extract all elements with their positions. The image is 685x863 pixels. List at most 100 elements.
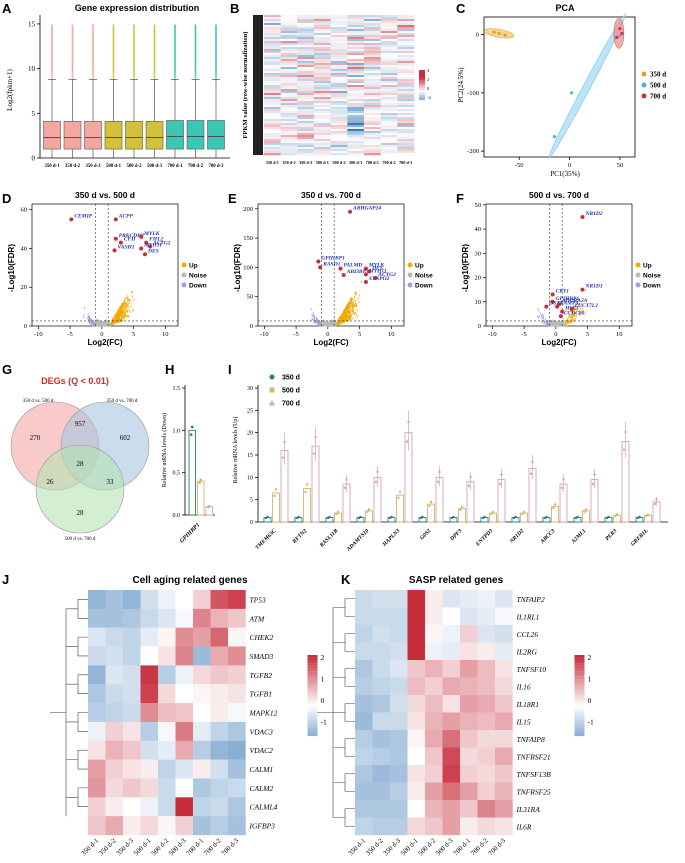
heat-cell bbox=[297, 91, 315, 94]
heat-cell bbox=[397, 65, 415, 68]
replicate-point bbox=[624, 430, 627, 434]
heat-cell bbox=[390, 782, 408, 801]
heat-cell bbox=[477, 747, 496, 766]
x-tick-label: 500 d-1 bbox=[106, 164, 122, 169]
heat-cell bbox=[380, 105, 398, 108]
heat-cell bbox=[264, 115, 281, 118]
heat-cell bbox=[280, 143, 298, 146]
replicate-point bbox=[491, 510, 495, 514]
pca-point bbox=[569, 91, 574, 95]
x-tick-label: 500 d-1 bbox=[400, 837, 420, 857]
heat-cell bbox=[297, 27, 315, 30]
heat-cell bbox=[347, 75, 365, 78]
heat-cell bbox=[88, 665, 106, 685]
heat-cell bbox=[364, 57, 381, 60]
heat-cell bbox=[397, 131, 415, 134]
heat-cell bbox=[364, 41, 381, 44]
heat-cell bbox=[460, 625, 478, 643]
heat-cell bbox=[280, 141, 298, 144]
x-tick-label: 500 d-2 bbox=[126, 164, 142, 169]
heat-cell bbox=[297, 33, 315, 36]
x-tick-label: 350 d-3 bbox=[299, 160, 312, 165]
heat-cell bbox=[158, 816, 176, 836]
heat-cell bbox=[390, 747, 408, 766]
heat-cell bbox=[477, 642, 496, 661]
heat-cell bbox=[397, 143, 415, 146]
heat-cell bbox=[425, 800, 443, 818]
legend-swatch bbox=[574, 730, 585, 734]
heat-cell bbox=[297, 97, 315, 100]
heat-cell bbox=[330, 85, 348, 88]
heat-cell bbox=[460, 607, 478, 626]
heat-cell bbox=[372, 590, 391, 608]
highlight-gene-point bbox=[363, 272, 368, 277]
heat-cell bbox=[330, 29, 348, 32]
legend-swatch bbox=[574, 733, 585, 737]
heat-cell bbox=[364, 137, 381, 140]
heat-cell bbox=[380, 73, 398, 76]
heat-cell bbox=[280, 35, 298, 38]
x-tick-label: 700 d-2 bbox=[188, 164, 204, 169]
heat-cell bbox=[314, 135, 331, 138]
heat-cell bbox=[264, 33, 281, 36]
heat-cell bbox=[397, 91, 415, 94]
gene-label: MYLK bbox=[143, 231, 160, 237]
heat-cell bbox=[280, 23, 298, 26]
heat-cell bbox=[314, 23, 331, 26]
heat-cell bbox=[397, 139, 415, 142]
legend-label: Down bbox=[415, 283, 433, 290]
heat-cell bbox=[123, 646, 141, 666]
legend-swatch bbox=[419, 87, 425, 91]
heat-cell bbox=[264, 137, 281, 140]
heat-cell bbox=[364, 35, 381, 38]
heat-cell bbox=[330, 57, 348, 60]
legend-swatch bbox=[307, 676, 318, 680]
gene-label: MYLK bbox=[368, 263, 385, 269]
heat-cell bbox=[175, 627, 194, 647]
box bbox=[43, 121, 61, 150]
heat-cell bbox=[280, 53, 298, 56]
heat-cell bbox=[407, 800, 426, 818]
heat-cell bbox=[297, 29, 315, 32]
heat-cell bbox=[397, 93, 415, 96]
x-tick-label: RFTN2 bbox=[291, 528, 309, 546]
highlight-gene-point bbox=[341, 273, 346, 278]
heat-cell bbox=[140, 684, 159, 704]
heat-cell bbox=[364, 21, 381, 24]
y-tick-label: 25 bbox=[247, 408, 253, 414]
heat-cell bbox=[330, 125, 348, 128]
heat-cell bbox=[372, 782, 391, 801]
heat-cell bbox=[280, 131, 298, 134]
heat-cell bbox=[495, 712, 513, 731]
heat-cell bbox=[364, 123, 381, 126]
heat-cell bbox=[397, 57, 415, 60]
heat-cell bbox=[425, 712, 443, 731]
heat-cell bbox=[380, 67, 398, 70]
row-label: TNFAIP8 bbox=[517, 735, 545, 744]
heat-cell bbox=[495, 590, 513, 608]
heat-cell bbox=[264, 87, 281, 90]
heat-cell bbox=[364, 149, 381, 152]
heat-cell bbox=[264, 55, 281, 58]
heat-cell bbox=[105, 797, 124, 817]
heat-cell bbox=[210, 646, 229, 666]
bar bbox=[427, 503, 435, 523]
bar bbox=[458, 508, 466, 523]
heat-cell bbox=[330, 49, 348, 52]
heat-cell bbox=[330, 31, 348, 34]
legend-label: 2 bbox=[427, 77, 429, 82]
legend-label: Noise bbox=[189, 273, 207, 280]
pca-point bbox=[497, 31, 501, 35]
heat-cell bbox=[297, 123, 315, 126]
legend-label: Up bbox=[189, 263, 198, 270]
heat-cell bbox=[314, 95, 331, 98]
legend-label: 0 bbox=[321, 696, 325, 705]
heat-cell bbox=[495, 730, 513, 748]
heat-cell bbox=[347, 129, 365, 132]
legend-swatch bbox=[307, 660, 318, 664]
heat-cell bbox=[314, 33, 331, 36]
heat-cell bbox=[364, 59, 381, 62]
replicate-point bbox=[500, 473, 503, 476]
heat-cell bbox=[297, 95, 315, 98]
heat-cell bbox=[380, 129, 398, 132]
